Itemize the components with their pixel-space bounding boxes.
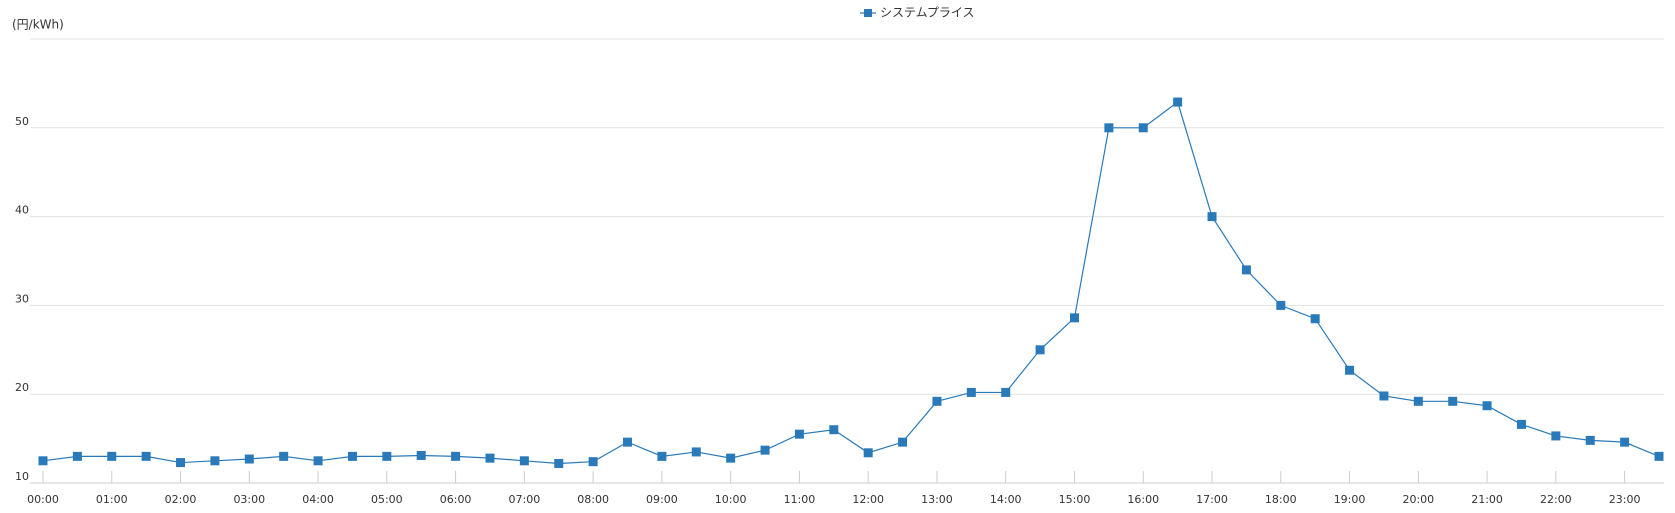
y-tick-label: 10: [15, 470, 29, 483]
x-tick-label: 16:00: [1127, 493, 1159, 506]
x-tick-label: 22:00: [1540, 493, 1572, 506]
data-point: [554, 458, 564, 468]
x-tick-label: 10:00: [715, 493, 747, 506]
x-tick-label: 06:00: [440, 493, 472, 506]
y-tick-label: 50: [15, 115, 29, 128]
x-tick-label: 07:00: [509, 493, 541, 506]
y-tick-label: 40: [15, 204, 29, 217]
x-tick-label: 09:00: [646, 493, 678, 506]
data-point: [829, 425, 839, 435]
data-point: [1654, 451, 1664, 461]
legend-marker: [864, 9, 872, 17]
data-point: [623, 437, 633, 447]
data-point: [863, 448, 873, 458]
x-tick-label: 18:00: [1265, 493, 1297, 506]
data-point: [72, 451, 82, 461]
x-tick-label: 15:00: [1059, 493, 1091, 506]
x-tick-label: 20:00: [1402, 493, 1434, 506]
data-point: [932, 396, 942, 406]
x-tick-label: 01:00: [96, 493, 128, 506]
data-point: [794, 429, 804, 439]
data-point: [485, 453, 495, 463]
data-point: [416, 450, 426, 460]
x-tick-label: 17:00: [1196, 493, 1228, 506]
data-point: [244, 454, 254, 464]
x-tick-label: 13:00: [921, 493, 953, 506]
x-tick-label: 14:00: [990, 493, 1022, 506]
data-point: [1345, 365, 1355, 375]
x-tick-label: 00:00: [27, 493, 59, 506]
x-tick-label: 23:00: [1609, 493, 1641, 506]
data-point: [966, 387, 976, 397]
data-point: [279, 451, 289, 461]
data-point: [1551, 431, 1561, 441]
data-point: [657, 451, 667, 461]
data-point: [38, 456, 48, 466]
data-point: [176, 458, 186, 468]
data-point: [691, 447, 701, 457]
data-point: [1516, 419, 1526, 429]
data-point: [347, 451, 357, 461]
series-line: [42, 101, 1660, 465]
data-point: [210, 456, 220, 466]
data-point: [1448, 396, 1458, 406]
x-tick-label: 11:00: [784, 493, 816, 506]
data-point: [1069, 313, 1079, 323]
y-axis-label: (円/kWh): [12, 18, 64, 32]
x-tick-label: 12:00: [852, 493, 884, 506]
data-point: [107, 451, 117, 461]
data-point: [1413, 396, 1423, 406]
data-point: [1173, 97, 1183, 107]
x-tick-label: 03:00: [233, 493, 265, 506]
data-point: [1379, 391, 1389, 401]
x-tick-label: 05:00: [371, 493, 403, 506]
data-point: [313, 456, 323, 466]
data-point: [588, 457, 598, 467]
data-point: [1207, 212, 1217, 222]
x-tick-label: 02:00: [165, 493, 197, 506]
y-tick-label: 20: [15, 381, 29, 394]
data-point: [726, 453, 736, 463]
data-point: [1585, 435, 1595, 445]
x-tick-label: 19:00: [1334, 493, 1366, 506]
data-point: [1104, 123, 1114, 133]
data-point: [1241, 265, 1251, 275]
data-point: [1035, 345, 1045, 355]
data-point: [1482, 401, 1492, 411]
data-point: [1138, 123, 1148, 133]
x-tick-label: 08:00: [577, 493, 609, 506]
data-point: [382, 451, 392, 461]
y-tick-label: 30: [15, 292, 29, 305]
data-point: [519, 456, 529, 466]
data-point: [1276, 300, 1286, 310]
x-tick-label: 21:00: [1471, 493, 1503, 506]
data-point: [451, 451, 461, 461]
data-point: [760, 445, 770, 455]
legend-label: システムプライス: [880, 6, 975, 20]
data-point: [1310, 314, 1320, 324]
x-tick-label: 04:00: [302, 493, 334, 506]
data-point: [898, 437, 908, 447]
data-point: [1001, 387, 1011, 397]
data-point: [1620, 437, 1630, 447]
data-point: [141, 451, 151, 461]
